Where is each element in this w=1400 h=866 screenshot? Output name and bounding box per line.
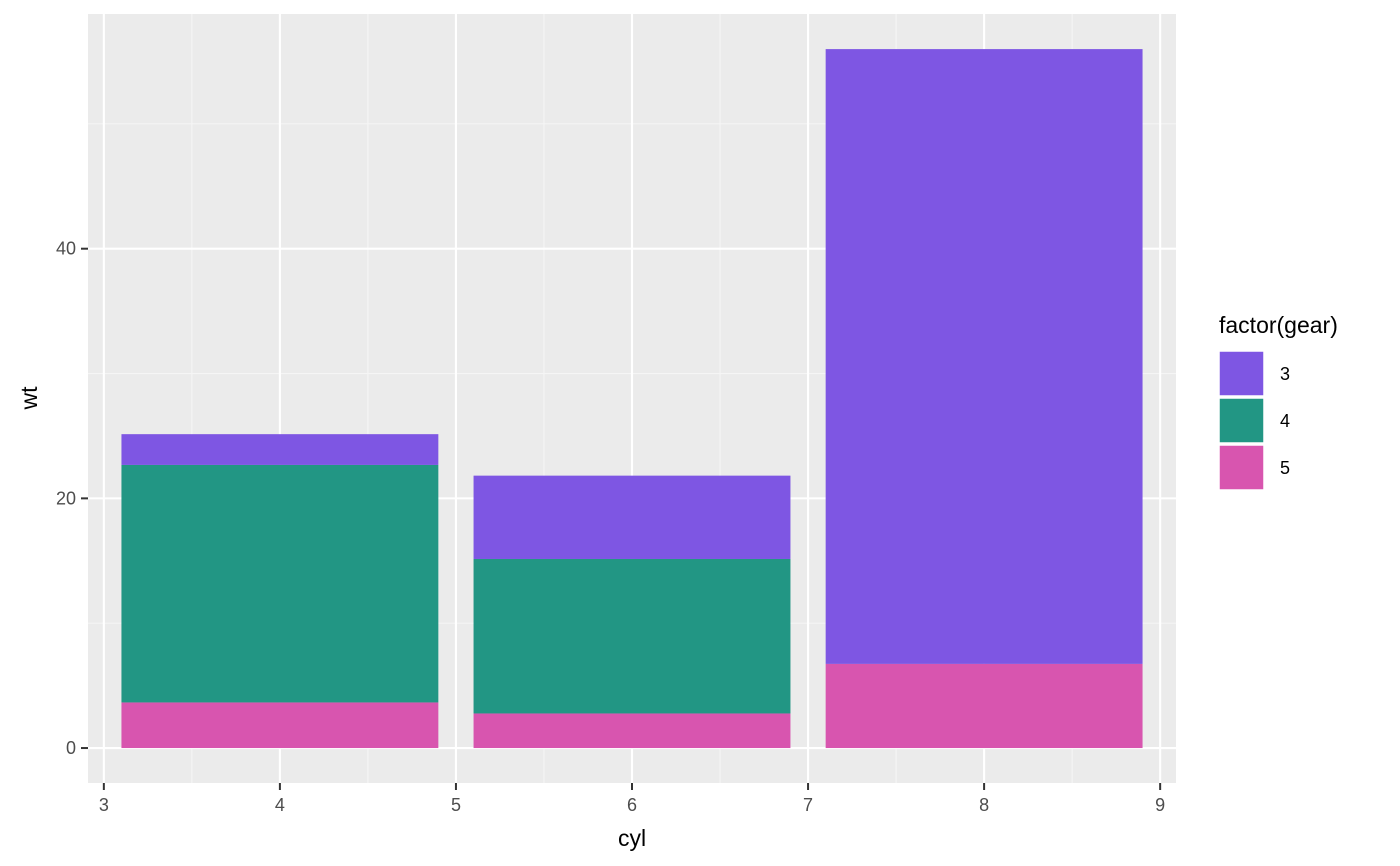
bar-segment-cyl6-gear5 — [473, 713, 791, 749]
x-tick-label: 5 — [451, 795, 461, 815]
legend-label-5: 5 — [1280, 458, 1290, 478]
bar-segment-cyl6-gear4 — [473, 558, 791, 714]
axes: 3 4 5 6 7 8 9 0 20 40 — [56, 239, 1165, 815]
x-tick-label: 3 — [99, 795, 109, 815]
y-tick-label: 40 — [56, 239, 76, 259]
x-tick-label: 9 — [1155, 795, 1165, 815]
x-axis-title: cyl — [618, 825, 646, 851]
bar-segment-cyl8-gear5 — [825, 663, 1143, 749]
bar-segment-cyl6-gear3 — [473, 475, 791, 559]
legend-title: factor(gear) — [1219, 312, 1338, 338]
bar-segment-cyl8-gear3 — [825, 49, 1143, 664]
y-axis-title: wt — [16, 386, 42, 411]
legend: factor(gear) 3 4 5 — [1218, 312, 1338, 491]
x-tick-label: 7 — [803, 795, 813, 815]
x-tick-label: 8 — [979, 795, 989, 815]
bar-segment-cyl4-gear5 — [121, 702, 439, 749]
legend-key-5 — [1218, 444, 1265, 491]
x-tick-label: 4 — [275, 795, 285, 815]
y-tick-label: 20 — [56, 488, 76, 508]
x-tick-label: 6 — [627, 795, 637, 815]
legend-key-4 — [1218, 397, 1265, 444]
bars — [121, 49, 1143, 749]
legend-key-3 — [1218, 350, 1265, 397]
legend-label-3: 3 — [1280, 364, 1290, 384]
y-tick-label: 0 — [66, 738, 76, 758]
bar-segment-cyl4-gear4 — [121, 464, 439, 703]
bar-segment-cyl4-gear3 — [121, 434, 439, 465]
legend-label-4: 4 — [1280, 411, 1290, 431]
